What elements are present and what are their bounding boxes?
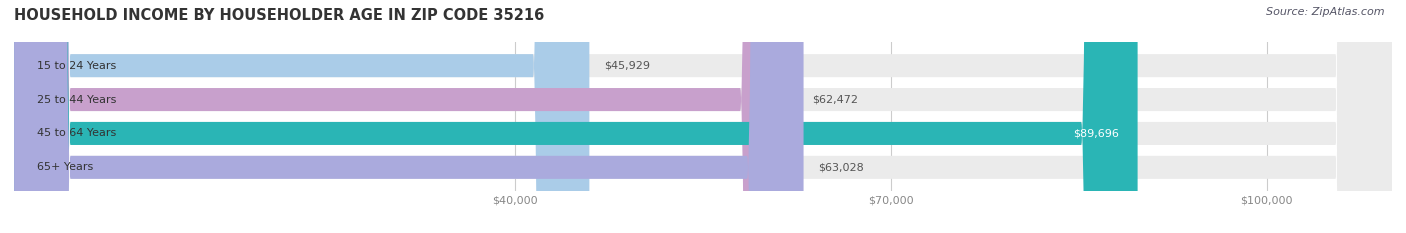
FancyBboxPatch shape bbox=[14, 0, 797, 233]
Text: $62,472: $62,472 bbox=[811, 95, 858, 105]
FancyBboxPatch shape bbox=[14, 0, 589, 233]
Text: HOUSEHOLD INCOME BY HOUSEHOLDER AGE IN ZIP CODE 35216: HOUSEHOLD INCOME BY HOUSEHOLDER AGE IN Z… bbox=[14, 7, 544, 23]
Text: 45 to 64 Years: 45 to 64 Years bbox=[37, 128, 115, 138]
Text: Source: ZipAtlas.com: Source: ZipAtlas.com bbox=[1267, 7, 1385, 17]
Text: $45,929: $45,929 bbox=[605, 61, 651, 71]
FancyBboxPatch shape bbox=[14, 0, 804, 233]
Text: 25 to 44 Years: 25 to 44 Years bbox=[37, 95, 115, 105]
FancyBboxPatch shape bbox=[14, 0, 1392, 233]
Text: $89,696: $89,696 bbox=[1073, 128, 1119, 138]
Text: $63,028: $63,028 bbox=[818, 162, 865, 172]
FancyBboxPatch shape bbox=[14, 0, 1392, 233]
Text: 15 to 24 Years: 15 to 24 Years bbox=[37, 61, 115, 71]
Text: 65+ Years: 65+ Years bbox=[37, 162, 93, 172]
FancyBboxPatch shape bbox=[14, 0, 1392, 233]
FancyBboxPatch shape bbox=[14, 0, 1137, 233]
FancyBboxPatch shape bbox=[14, 0, 1392, 233]
